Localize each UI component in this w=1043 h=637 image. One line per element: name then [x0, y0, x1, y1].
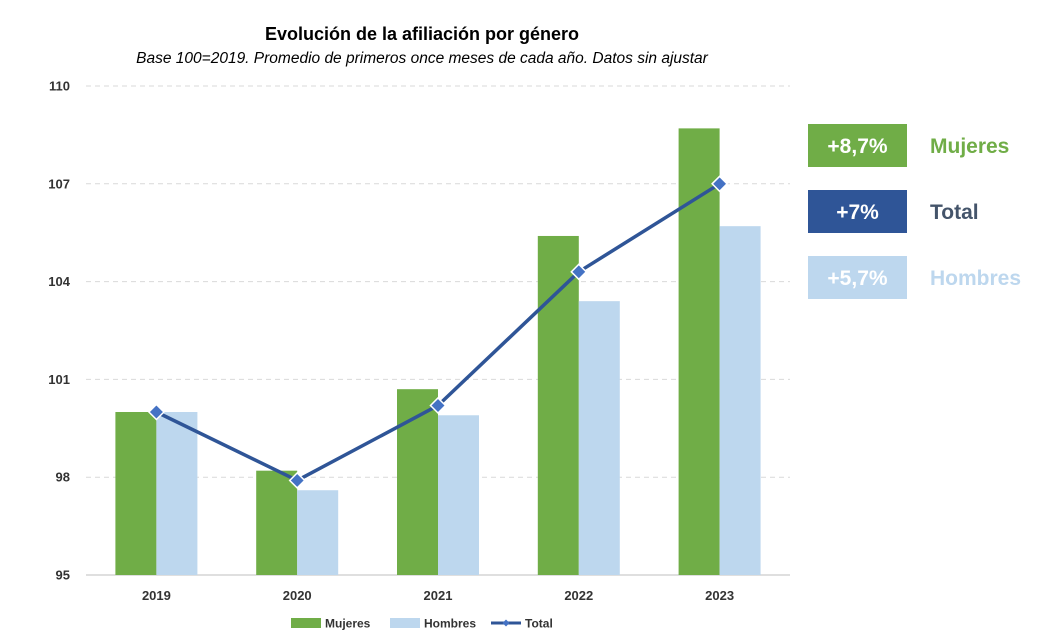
bar-hombres-2023 [719, 226, 761, 575]
total-marker-2022 [570, 263, 588, 281]
callout-value-hombres: +5,7% [827, 267, 887, 290]
bar-mujeres-2019 [115, 412, 157, 575]
x-tick-label: 2019 [142, 588, 171, 603]
y-tick-label: 107 [48, 176, 70, 191]
callout-value-mujeres: +8,7% [827, 135, 887, 158]
y-tick-label: 95 [56, 568, 70, 583]
legend-label-total: Total [525, 617, 553, 631]
bar-hombres-2021 [438, 415, 479, 575]
bar-mujeres-2023 [678, 128, 720, 575]
bar-mujeres-2020 [256, 470, 298, 575]
total-marker-2023 [711, 175, 729, 193]
legend-label-mujeres: Mujeres [325, 617, 371, 631]
callout-box-mujeres [808, 124, 907, 167]
callout-box-total [808, 190, 907, 233]
callout-box-hombres [808, 256, 907, 299]
chart-title: Evolución de la afiliación por género [265, 24, 579, 44]
x-axis-ticks: 2019 2020 2021 2022 2023 [142, 588, 734, 603]
total-marker-2021 [429, 396, 447, 415]
bars [115, 128, 761, 575]
y-tick-label: 101 [48, 372, 70, 387]
bar-mujeres-2021 [397, 389, 438, 575]
bar-mujeres-2022 [537, 235, 579, 575]
total-line-series [147, 175, 729, 490]
legend-label-hombres: Hombres [424, 617, 476, 631]
legend: Mujeres Hombres Total [291, 617, 553, 631]
x-tick-label: 2022 [564, 588, 593, 603]
x-tick-label: 2021 [424, 588, 453, 603]
callout-label-hombres: Hombres [930, 267, 1021, 290]
callouts: +8,7% Mujeres +7% Total +5,7% Hombres [808, 124, 1021, 299]
bar-hombres-2019 [156, 412, 198, 575]
legend-swatch-hombres [390, 618, 420, 628]
bar-hombres-2022 [578, 301, 620, 575]
y-tick-label: 98 [56, 470, 70, 485]
y-tick-label: 104 [48, 274, 70, 289]
callout-label-mujeres: Mujeres [930, 135, 1009, 158]
legend-marker-total [502, 619, 510, 627]
chart-subtitle: Base 100=2019. Promedio de primeros once… [136, 50, 709, 67]
callout-value-total: +7% [836, 201, 879, 224]
gridlines [86, 85, 790, 478]
total-marker-2019 [147, 403, 165, 421]
y-axis-ticks: 95 98 101 104 107 110 [48, 79, 70, 583]
bar-hombres-2020 [297, 490, 339, 575]
y-tick-label: 110 [49, 79, 70, 94]
total-marker-2020 [288, 471, 306, 490]
x-tick-label: 2023 [705, 588, 734, 603]
x-tick-label: 2020 [283, 588, 312, 603]
callout-label-total: Total [930, 201, 979, 224]
legend-swatch-mujeres [291, 618, 321, 628]
